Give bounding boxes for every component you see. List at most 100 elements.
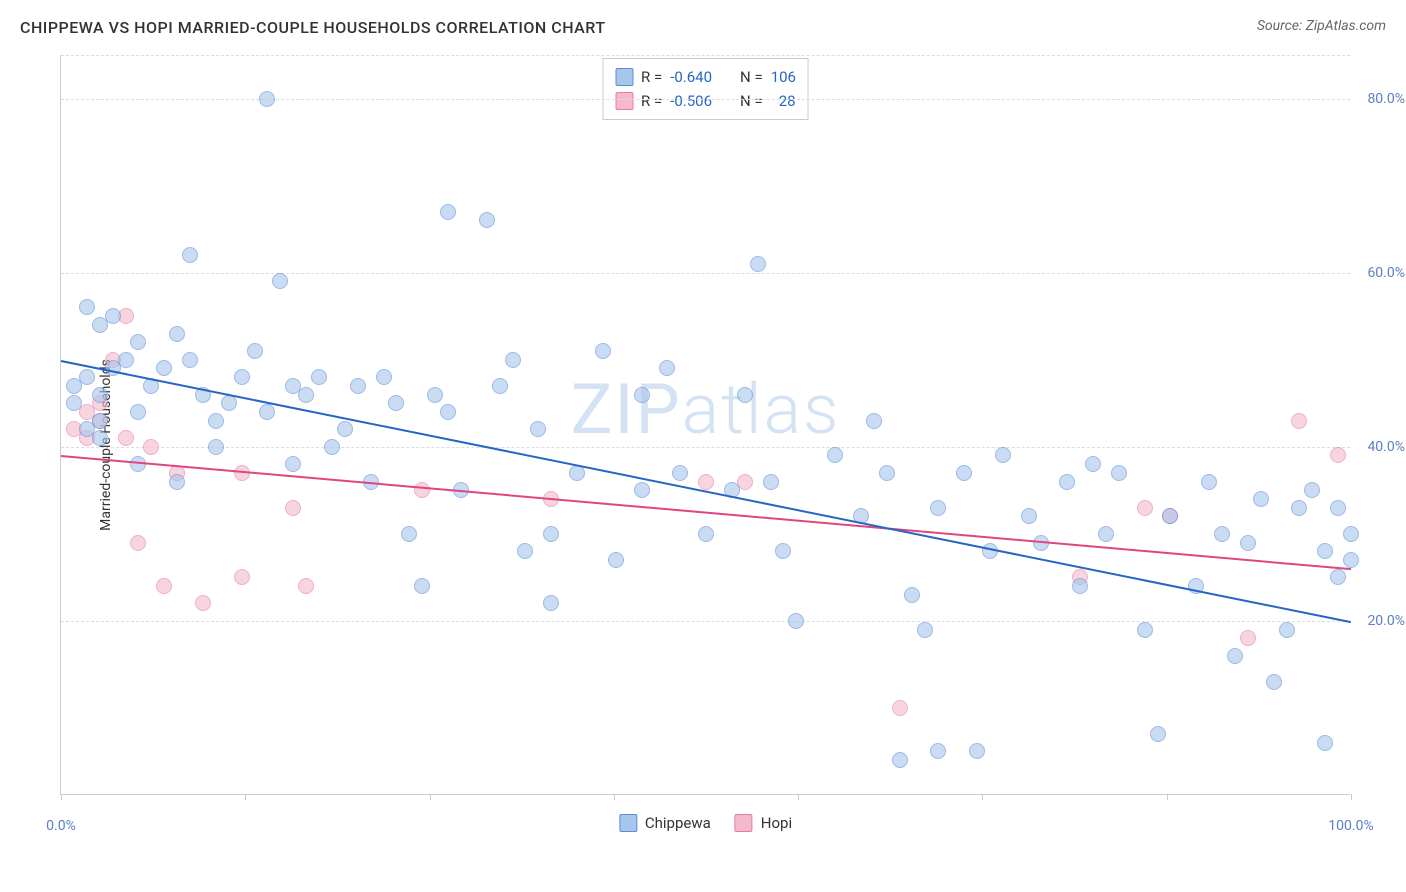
- legend-label-hopi: Hopi: [761, 814, 792, 832]
- data-point-chippewa: [105, 308, 121, 324]
- data-point-chippewa: [672, 465, 688, 481]
- source-attribution: Source: ZipAtlas.com: [1257, 18, 1386, 34]
- data-point-chippewa: [1291, 500, 1307, 516]
- data-point-hopi: [414, 482, 430, 498]
- chart-container: Married-couple Households ZIPatlas R = -…: [50, 55, 1390, 835]
- data-point-chippewa: [737, 387, 753, 403]
- data-point-chippewa: [543, 595, 559, 611]
- data-point-chippewa: [1253, 491, 1269, 507]
- legend-item-hopi: Hopi: [735, 814, 792, 832]
- data-point-chippewa: [414, 578, 430, 594]
- data-point-hopi: [298, 578, 314, 594]
- data-point-chippewa: [324, 439, 340, 455]
- data-point-chippewa: [634, 482, 650, 498]
- data-point-chippewa: [156, 360, 172, 376]
- data-point-chippewa: [247, 343, 263, 359]
- grid-line: [61, 273, 1350, 274]
- data-point-chippewa: [1085, 456, 1101, 472]
- data-point-chippewa: [79, 299, 95, 315]
- data-point-chippewa: [1317, 543, 1333, 559]
- data-point-chippewa: [1111, 465, 1127, 481]
- r-value-hopi: -0.506: [670, 89, 712, 113]
- stats-legend: R = -0.640 N = 106 R = -0.506 N = 28: [602, 58, 809, 120]
- data-point-hopi: [1137, 500, 1153, 516]
- data-point-chippewa: [788, 613, 804, 629]
- data-point-chippewa: [969, 743, 985, 759]
- data-point-chippewa: [543, 526, 559, 542]
- data-point-chippewa: [401, 526, 417, 542]
- data-point-chippewa: [298, 387, 314, 403]
- r-value-chippewa: -0.640: [670, 65, 712, 89]
- grid-line: [61, 99, 1350, 100]
- data-point-chippewa: [376, 369, 392, 385]
- data-point-chippewa: [1227, 648, 1243, 664]
- r-label: R =: [641, 65, 662, 89]
- n-label: N =: [740, 65, 763, 89]
- data-point-chippewa: [530, 421, 546, 437]
- swatch-chippewa: [619, 814, 637, 832]
- data-point-hopi: [143, 439, 159, 455]
- series-legend: Chippewa Hopi: [619, 814, 792, 832]
- data-point-chippewa: [995, 447, 1011, 463]
- data-point-chippewa: [866, 413, 882, 429]
- data-point-chippewa: [1279, 622, 1295, 638]
- data-point-chippewa: [634, 387, 650, 403]
- data-point-chippewa: [904, 587, 920, 603]
- data-point-hopi: [234, 569, 250, 585]
- data-point-chippewa: [505, 352, 521, 368]
- data-point-chippewa: [1343, 552, 1359, 568]
- data-point-chippewa: [879, 465, 895, 481]
- data-point-chippewa: [917, 622, 933, 638]
- data-point-chippewa: [1330, 569, 1346, 585]
- data-point-chippewa: [350, 378, 366, 394]
- data-point-chippewa: [1098, 526, 1114, 542]
- data-point-hopi: [1330, 447, 1346, 463]
- x-tick-mark: [1351, 794, 1352, 800]
- data-point-chippewa: [763, 474, 779, 490]
- data-point-chippewa: [659, 360, 675, 376]
- data-point-chippewa: [208, 413, 224, 429]
- data-point-chippewa: [1214, 526, 1230, 542]
- trendline-chippewa: [61, 360, 1351, 623]
- data-point-chippewa: [827, 447, 843, 463]
- data-point-chippewa: [775, 543, 791, 559]
- data-point-hopi: [130, 535, 146, 551]
- data-point-chippewa: [956, 465, 972, 481]
- y-tick-label: 40.0%: [1367, 439, 1405, 455]
- y-tick-label: 80.0%: [1367, 91, 1405, 107]
- data-point-chippewa: [1162, 508, 1178, 524]
- data-point-hopi: [698, 474, 714, 490]
- grid-line: [61, 621, 1350, 622]
- y-tick-label: 20.0%: [1367, 613, 1405, 629]
- data-point-chippewa: [1021, 508, 1037, 524]
- legend-label-chippewa: Chippewa: [645, 814, 711, 832]
- data-point-hopi: [892, 700, 908, 716]
- data-point-chippewa: [595, 343, 611, 359]
- data-point-chippewa: [440, 404, 456, 420]
- data-point-chippewa: [1266, 674, 1282, 690]
- data-point-chippewa: [1072, 578, 1088, 594]
- data-point-chippewa: [182, 352, 198, 368]
- data-point-chippewa: [479, 212, 495, 228]
- data-point-chippewa: [1317, 735, 1333, 751]
- data-point-chippewa: [1330, 500, 1346, 516]
- y-tick-label: 60.0%: [1367, 265, 1405, 281]
- data-point-chippewa: [608, 552, 624, 568]
- swatch-hopi: [735, 814, 753, 832]
- stats-row-hopi: R = -0.506 N = 28: [615, 89, 796, 113]
- data-point-chippewa: [92, 387, 108, 403]
- data-point-chippewa: [750, 256, 766, 272]
- data-point-chippewa: [182, 247, 198, 263]
- data-point-chippewa: [259, 91, 275, 107]
- data-point-chippewa: [427, 387, 443, 403]
- n-value-chippewa: 106: [771, 65, 796, 89]
- n-value-hopi: 28: [771, 89, 796, 113]
- grid-line: [61, 55, 1350, 56]
- data-point-chippewa: [1343, 526, 1359, 542]
- data-point-chippewa: [930, 500, 946, 516]
- r-label: R =: [641, 89, 662, 113]
- x-tick-mark: [798, 794, 799, 800]
- chart-title: CHIPPEWA VS HOPI MARRIED-COUPLE HOUSEHOL…: [20, 18, 606, 37]
- watermark-thin: atlas: [682, 369, 841, 451]
- data-point-chippewa: [440, 204, 456, 220]
